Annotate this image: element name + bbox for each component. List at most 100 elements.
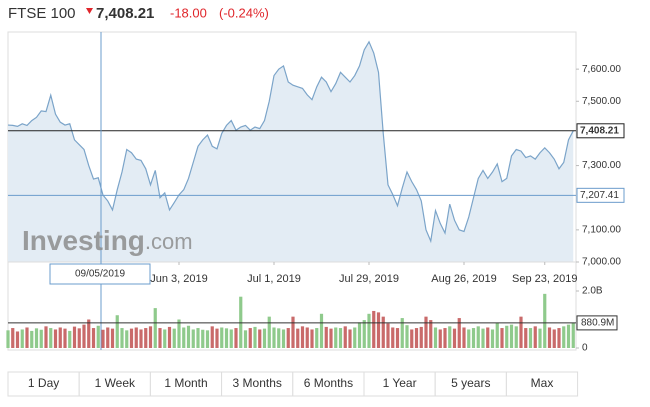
volume-bar — [353, 327, 357, 348]
volume-bar — [120, 328, 124, 348]
x-tick-label: Jul 1, 2019 — [247, 273, 301, 285]
volume-bar — [106, 327, 110, 348]
range-button-label[interactable]: 1 Month — [164, 376, 207, 390]
volume-bar — [571, 322, 575, 348]
volume-bar — [476, 326, 480, 348]
range-button-label[interactable]: 5 years — [451, 376, 490, 390]
volume-bar — [400, 318, 404, 348]
watermark-main: Investing — [22, 225, 145, 256]
volume-bar — [300, 326, 305, 348]
volume-bar — [424, 316, 428, 348]
crosshair-date-label: 09/05/2019 — [75, 269, 125, 280]
x-tick-label: Jul 29, 2019 — [339, 273, 399, 285]
range-button[interactable]: 5 years — [434, 371, 507, 397]
volume-bar — [153, 308, 157, 348]
range-button-box[interactable] — [505, 371, 579, 397]
volume-bar — [239, 296, 243, 348]
volume-bar — [329, 328, 333, 348]
range-button-box[interactable] — [7, 371, 80, 397]
volume-bar — [96, 325, 100, 348]
volume-bar — [448, 326, 452, 348]
volume-bar — [486, 327, 490, 348]
volume-bar — [524, 328, 528, 348]
range-button-box[interactable] — [434, 371, 507, 397]
last-price-tag — [576, 123, 625, 139]
range-button-label[interactable]: 1 Year — [383, 376, 417, 390]
volume-bar — [562, 326, 566, 348]
volume-bar — [15, 331, 20, 348]
range-button[interactable]: 3 Months — [221, 371, 294, 397]
change: -18.00 — [170, 5, 207, 20]
last-price-label: 7,408.21 — [580, 125, 619, 136]
volume-bar — [25, 327, 29, 348]
range-button[interactable]: Max — [505, 371, 579, 397]
volume-bar — [177, 319, 181, 348]
price-line — [7, 40, 574, 244]
crosshair-value-label: 7,207.41 — [580, 190, 619, 201]
volume-bar — [533, 326, 537, 348]
volume-bar — [30, 330, 34, 348]
volume-bar — [248, 328, 252, 348]
range-button-box[interactable] — [363, 371, 436, 397]
volume-bar — [543, 293, 547, 348]
volume-bar — [87, 319, 91, 348]
volume-bar — [296, 328, 300, 348]
volume-bar — [471, 328, 476, 348]
volume-bar — [490, 329, 495, 348]
y-tick-label: 7,000.00 — [582, 257, 621, 268]
range-button-label[interactable]: Max — [531, 376, 554, 390]
range-button[interactable]: 1 Month — [149, 371, 223, 397]
volume-bar — [305, 327, 309, 348]
volume-bar — [319, 313, 324, 348]
volume-bar — [262, 328, 267, 348]
range-button-label[interactable]: 3 Months — [233, 376, 282, 390]
volume-bar — [6, 330, 10, 348]
range-button[interactable]: 1 Day — [7, 371, 80, 397]
volume-bar — [557, 328, 561, 348]
volume-bar — [272, 327, 276, 348]
range-button-label[interactable]: 1 Week — [95, 376, 136, 390]
volume-bar — [82, 324, 86, 348]
down-arrow — [86, 8, 93, 14]
volume-bar — [49, 328, 53, 348]
volume-bar — [125, 330, 129, 348]
volume-bar — [191, 329, 195, 348]
volume-bar — [324, 326, 328, 348]
volume-bar — [63, 328, 67, 348]
range-button[interactable]: 1 Week — [78, 371, 151, 397]
volume-bar — [505, 325, 509, 348]
volume-bar — [34, 328, 39, 348]
volume-bar — [376, 312, 381, 348]
volume-bar — [338, 328, 343, 348]
range-button[interactable]: 6 Months — [292, 371, 365, 397]
volume-bar — [39, 329, 43, 348]
volume-bar — [405, 325, 409, 348]
volume-bar — [367, 313, 371, 348]
volume-bar — [419, 326, 423, 348]
volume-bar — [72, 326, 77, 348]
range-button-box[interactable] — [221, 371, 294, 397]
volume-bar — [267, 316, 271, 348]
volume-bar — [201, 329, 205, 348]
volume-bar — [381, 316, 385, 348]
volume-bar — [234, 328, 238, 348]
volume-bar — [310, 329, 314, 348]
volume-bar — [357, 322, 362, 348]
volume-bar — [186, 325, 191, 348]
range-button[interactable]: 1 Year — [363, 371, 436, 397]
volume-bar — [528, 328, 533, 348]
volume-bar — [172, 328, 176, 348]
volume-bar — [362, 320, 366, 348]
volume-bar — [58, 327, 62, 348]
crosshair-value-tag — [576, 187, 625, 203]
volume-bar — [315, 328, 319, 348]
volume-bar — [438, 329, 442, 348]
range-button-label[interactable]: 1 Day — [28, 376, 59, 390]
price: 7,408.21 — [96, 5, 154, 22]
range-button-box[interactable] — [78, 371, 151, 397]
y-tick-label: 7,500.00 — [582, 96, 621, 107]
volume-bar — [148, 326, 153, 348]
volume-bar — [163, 329, 167, 348]
range-buttons: 1 Day 1 Week 1 Month 3 Months 6 Months 1 Year… — [7, 371, 579, 397]
range-button-label[interactable]: 6 Months — [304, 376, 353, 390]
